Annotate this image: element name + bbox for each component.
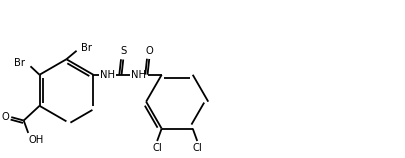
Text: NH: NH xyxy=(99,70,114,80)
Text: Cl: Cl xyxy=(152,143,162,153)
Text: Br: Br xyxy=(14,58,26,68)
Text: Cl: Cl xyxy=(192,143,202,153)
Text: O: O xyxy=(145,46,153,56)
Text: Br: Br xyxy=(80,43,91,53)
Text: NH: NH xyxy=(130,70,145,80)
Text: S: S xyxy=(120,46,126,56)
Text: OH: OH xyxy=(29,135,44,145)
Text: O: O xyxy=(2,112,10,122)
